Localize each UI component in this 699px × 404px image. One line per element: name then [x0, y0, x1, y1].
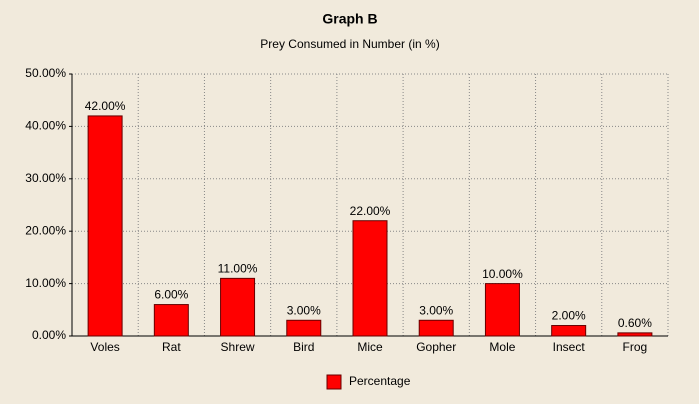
x-tick-label: Frog — [623, 340, 648, 354]
legend-label: Percentage — [349, 374, 411, 388]
bar — [551, 325, 587, 337]
data-label: 10.00% — [482, 267, 523, 281]
data-label: 3.00% — [287, 303, 321, 317]
data-label: 0.60% — [618, 316, 652, 330]
bar — [484, 283, 520, 337]
legend-swatch — [326, 374, 342, 390]
bar — [617, 332, 653, 337]
y-tick-label: 0.00% — [32, 328, 66, 342]
data-label: 2.00% — [552, 309, 586, 323]
data-label: 22.00% — [350, 204, 391, 218]
y-tick-label: 50.00% — [25, 66, 66, 80]
x-tick-label: Bird — [293, 340, 314, 354]
chart-title: Graph B — [322, 11, 377, 27]
bar — [352, 220, 388, 337]
y-tick-label: 20.00% — [25, 223, 66, 237]
chart-subtitle: Prey Consumed in Number (in %) — [260, 37, 439, 51]
bar — [220, 277, 256, 337]
y-tick-label: 40.00% — [25, 119, 66, 133]
x-tick-label: Mole — [489, 340, 515, 354]
x-tick-label: Voles — [90, 340, 119, 354]
data-label: 3.00% — [419, 303, 453, 317]
data-label: 42.00% — [85, 99, 126, 113]
data-label: 11.00% — [218, 262, 258, 276]
y-tick-label: 30.00% — [25, 171, 66, 185]
x-tick-label: Shrew — [221, 340, 255, 354]
bar — [153, 304, 189, 337]
x-tick-label: Insect — [553, 340, 586, 354]
y-tick-label: 10.00% — [25, 276, 66, 290]
x-tick-label: Gopher — [416, 340, 456, 354]
bar — [87, 115, 123, 337]
data-label: 6.00% — [154, 288, 188, 302]
x-tick-label: Mice — [357, 340, 383, 354]
bar — [286, 319, 322, 337]
x-tick-label: Rat — [162, 340, 181, 354]
bar — [418, 319, 454, 337]
